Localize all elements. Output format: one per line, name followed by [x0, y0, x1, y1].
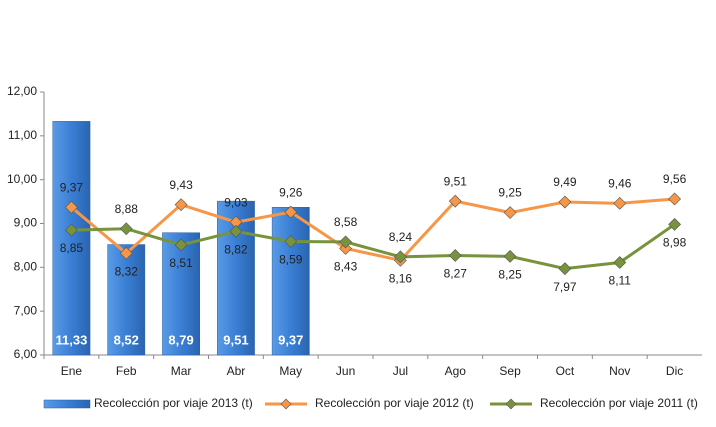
- x-tick-label: Nov: [609, 364, 630, 378]
- x-tick-label: Dic: [666, 364, 683, 378]
- data-label: 9,49: [553, 175, 577, 189]
- bar: [107, 244, 146, 356]
- legend-label: Recolección por viaje 2013 (t): [94, 396, 253, 410]
- data-label: 8,58: [334, 215, 358, 229]
- y-tick-label: 9,00: [14, 216, 38, 230]
- data-label: 9,26: [279, 185, 303, 199]
- line: [70, 197, 675, 262]
- y-tick-label: 7,00: [14, 303, 38, 317]
- x-tick-label: Abr: [227, 364, 246, 378]
- data-label: 8,59: [279, 253, 303, 267]
- y-tick-label: 8,00: [14, 260, 38, 274]
- marker: [503, 206, 517, 219]
- marker: [174, 198, 188, 212]
- data-label: 9,43: [169, 178, 193, 192]
- y-tick-label: 11,00: [8, 128, 37, 142]
- data-label: 8,27: [444, 267, 468, 281]
- marker: [174, 238, 188, 252]
- marker: [339, 242, 353, 255]
- bar-value-label: 8,52: [114, 332, 139, 347]
- x-tick-label: Jul: [393, 364, 408, 378]
- data-label: 7,97: [553, 280, 577, 294]
- data-label: 9,56: [663, 172, 687, 186]
- legend-label: Recolección por viaje 2011 (t): [540, 396, 698, 410]
- data-label: 8,51: [169, 256, 193, 270]
- data-label: 8,32: [115, 264, 139, 278]
- y-tick-label: 6,00: [14, 347, 38, 361]
- bar-value-label: 8,79: [168, 332, 193, 347]
- y-tick-label: 12,00: [7, 84, 37, 98]
- bar-value-label: 9,37: [278, 332, 303, 347]
- marker: [448, 194, 462, 208]
- x-tick-label: Mar: [171, 364, 192, 378]
- marker: [613, 256, 627, 269]
- marker: [668, 192, 682, 206]
- marker: [558, 195, 572, 209]
- data-label: 9,37: [60, 180, 84, 194]
- x-tick-label: Ago: [445, 364, 467, 378]
- marker: [668, 217, 682, 231]
- data-label: 9,46: [608, 177, 632, 191]
- x-tick-label: May: [279, 364, 302, 378]
- legend-swatch: [43, 399, 91, 409]
- data-label: 8,25: [498, 268, 522, 282]
- x-tick-label: Jun: [336, 364, 355, 378]
- marker: [229, 224, 243, 238]
- marker: [503, 249, 517, 263]
- marker: [613, 196, 627, 210]
- marker: [339, 235, 353, 249]
- data-label: 8,82: [224, 243, 248, 257]
- bar-value-label: 11,33: [56, 332, 88, 347]
- marker: [284, 205, 298, 219]
- marker: [119, 222, 133, 236]
- data-label: 8,85: [60, 241, 84, 255]
- x-tick-label: Feb: [116, 364, 137, 378]
- marker: [284, 235, 298, 248]
- x-tick-label: Ene: [61, 364, 83, 378]
- bar: [52, 121, 91, 356]
- data-label: 8,98: [663, 236, 687, 250]
- data-label: 9,51: [444, 174, 468, 188]
- marker: [64, 200, 78, 214]
- data-label: 8,24: [389, 230, 413, 244]
- data-label: 8,88: [115, 202, 139, 216]
- x-tick-label: Oct: [556, 364, 575, 378]
- legend-label: Recolección por viaje 2012 (t): [315, 396, 474, 410]
- data-label: 8,43: [334, 260, 358, 274]
- marker: [393, 250, 407, 264]
- marker: [448, 249, 462, 262]
- legend-marker: [280, 398, 292, 410]
- marker: [119, 246, 133, 260]
- data-label: 8,11: [609, 274, 632, 288]
- data-label: 9,03: [224, 195, 248, 209]
- y-tick-label: 10,00: [7, 172, 37, 186]
- x-tick-label: Sep: [499, 364, 521, 378]
- data-label: 9,25: [498, 186, 522, 200]
- line: [71, 223, 676, 271]
- data-label: 8,16: [389, 271, 413, 285]
- marker: [64, 223, 78, 237]
- legend-marker: [505, 398, 517, 410]
- marker: [558, 262, 572, 276]
- bar-value-label: 9,51: [223, 332, 248, 347]
- bar: [162, 232, 200, 356]
